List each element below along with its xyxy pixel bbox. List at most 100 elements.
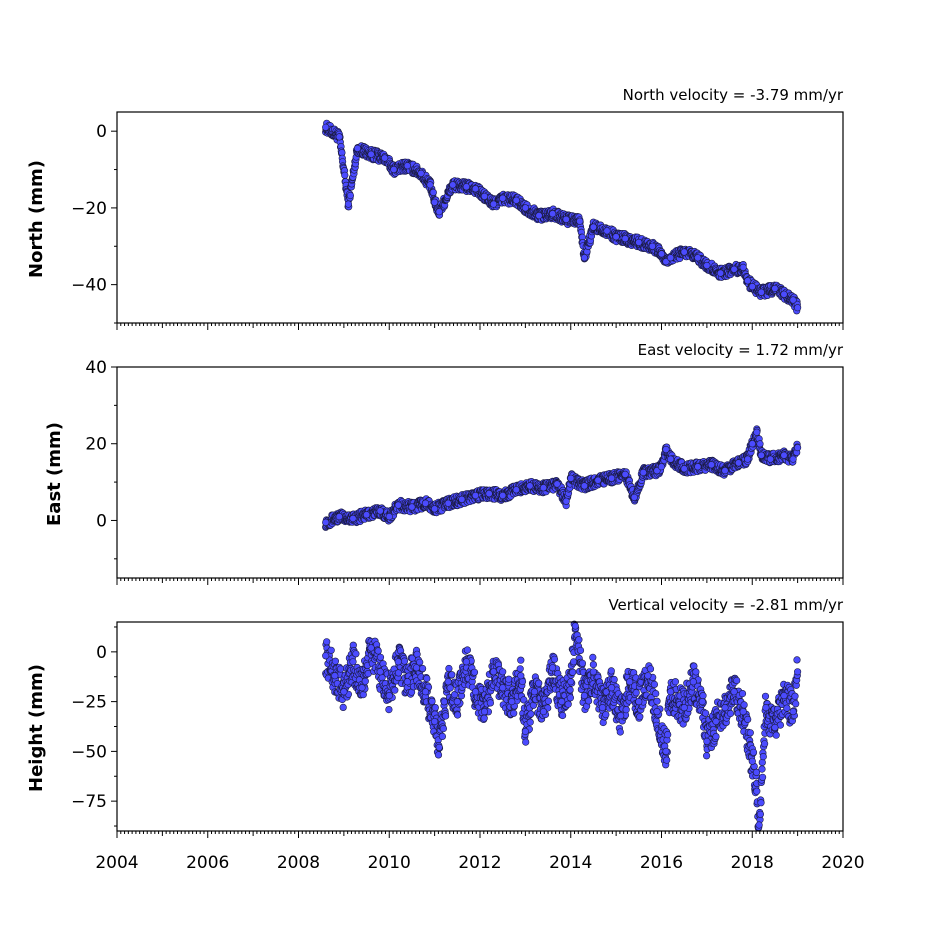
height-data-point <box>794 657 801 664</box>
height-data-point <box>340 704 347 711</box>
east-data-point <box>640 469 647 476</box>
east-data-point <box>681 465 688 472</box>
vertical-velocity-title: Vertical velocity = -2.81 mm/yr <box>608 596 843 614</box>
height-data-point <box>422 688 429 695</box>
north-data-point <box>731 266 738 273</box>
east-data-point <box>695 463 702 470</box>
east-data-point <box>459 496 466 503</box>
east-data-point <box>409 504 416 511</box>
height-data-point <box>545 698 552 705</box>
north-data-point <box>347 192 354 199</box>
height-data-point <box>654 708 661 715</box>
east-data-point <box>790 456 797 463</box>
height-data-point <box>440 725 447 732</box>
east-data-point <box>663 446 670 453</box>
east-data-point <box>336 513 343 520</box>
height-data-point <box>722 704 729 711</box>
height-data-point <box>794 669 801 676</box>
height-data-point <box>608 668 615 675</box>
height-data-point <box>362 678 369 685</box>
east-data-point <box>386 513 393 520</box>
height-data-point <box>522 728 529 735</box>
height-data-point <box>424 675 431 682</box>
height-data-point <box>490 669 497 676</box>
north-data-point <box>667 254 674 261</box>
north-velocity-title: North velocity = -3.79 mm/yr <box>623 86 844 104</box>
height-data-point <box>739 690 746 697</box>
north-data-point <box>758 289 765 296</box>
north-data-point <box>391 166 398 173</box>
height-data-point <box>568 678 575 685</box>
height-ylabel: Height (mm) <box>26 664 47 792</box>
north-data-point <box>704 262 711 269</box>
height-data-point <box>611 676 618 683</box>
height-data-point <box>509 698 516 705</box>
height-data-point <box>654 698 661 705</box>
north-data-point <box>472 185 479 192</box>
height-ytick-label: −75 <box>71 792 107 812</box>
east-data-point <box>395 502 402 509</box>
east-data-point <box>377 508 384 515</box>
north-data-point <box>658 251 665 258</box>
height-data-point <box>464 647 471 654</box>
height-data-point <box>567 695 574 702</box>
height-data-point <box>672 678 679 685</box>
east-data-point <box>658 463 665 470</box>
north-data-point <box>430 189 437 196</box>
height-ytick-label: −25 <box>71 693 107 713</box>
height-data-point <box>590 661 597 668</box>
east-data-point <box>667 456 674 463</box>
height-data-point <box>757 811 764 818</box>
height-data-point <box>636 698 643 705</box>
east-ylabel: East (mm) <box>44 422 65 526</box>
height-data-point <box>332 672 339 679</box>
height-data-point <box>323 639 330 646</box>
height-data-point <box>395 659 402 666</box>
height-data-point <box>758 799 765 806</box>
height-data-point <box>617 729 624 736</box>
height-data-point <box>590 669 597 676</box>
height-data-point <box>727 710 734 717</box>
height-data-point <box>439 733 446 740</box>
east-data-point <box>754 429 761 436</box>
height-data-point <box>401 658 408 665</box>
north-data-point <box>604 228 611 235</box>
height-data-point <box>581 692 588 699</box>
height-data-point <box>617 712 624 719</box>
east-data-point <box>513 487 520 494</box>
north-data-point <box>536 212 543 219</box>
height-data-point <box>754 788 761 795</box>
height-data-point <box>565 701 572 708</box>
height-data-point <box>651 681 658 688</box>
east-data-point <box>708 462 715 469</box>
height-data-point <box>637 713 644 720</box>
height-data-point <box>377 654 384 661</box>
north-data-point <box>522 205 529 212</box>
height-data-point <box>540 708 547 715</box>
height-data-point <box>337 666 344 673</box>
north-data-point <box>418 170 425 177</box>
height-data-point <box>663 757 670 764</box>
east-data-point <box>554 481 561 488</box>
east-velocity-title: East velocity = 1.72 mm/yr <box>638 341 844 359</box>
north-data-point <box>481 193 488 200</box>
height-data-point <box>759 766 766 773</box>
height-data-point <box>528 711 535 718</box>
height-data-point <box>733 677 740 684</box>
height-data-point <box>704 738 711 745</box>
east-data-point <box>422 500 429 507</box>
height-data-point <box>454 698 461 705</box>
east-data-point <box>363 511 370 518</box>
east-data-point <box>322 519 329 526</box>
north-data-point <box>381 155 388 162</box>
north-data-point <box>695 254 702 261</box>
height-data-point <box>790 708 797 715</box>
height-data-point <box>664 731 671 738</box>
height-data-point <box>551 656 558 663</box>
height-data-point <box>681 704 688 711</box>
north-data-point <box>490 201 497 208</box>
height-data-point <box>359 684 366 691</box>
height-data-point <box>432 704 439 711</box>
height-data-point <box>759 774 766 781</box>
